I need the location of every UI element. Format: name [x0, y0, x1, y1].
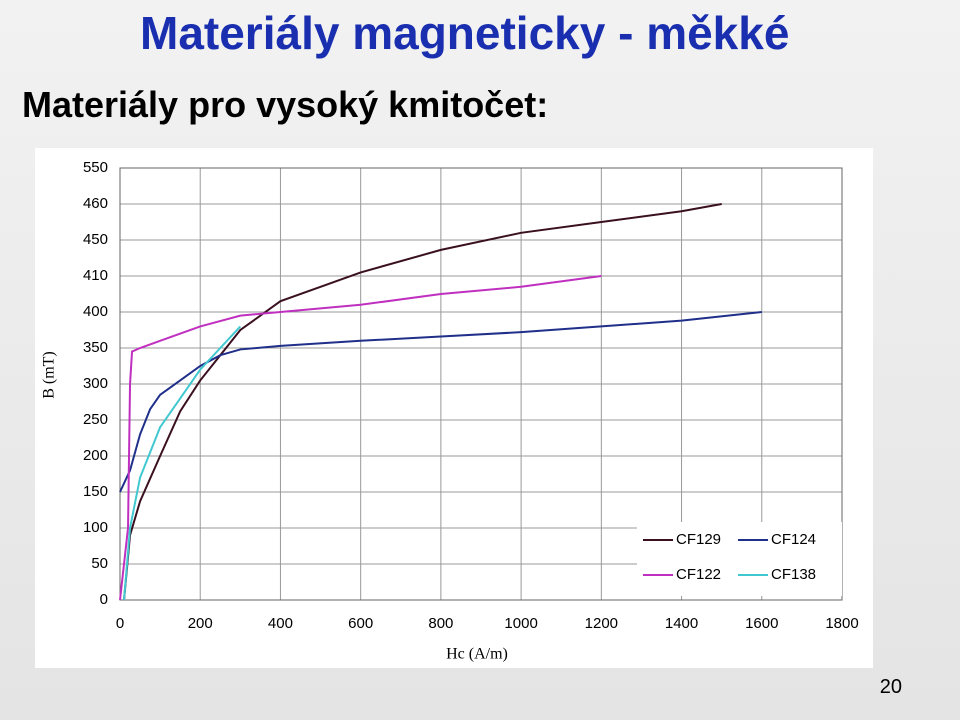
y-tick-label: 410	[83, 267, 108, 284]
x-tick-label: 1200	[585, 615, 618, 632]
y-tick-label: 300	[83, 375, 108, 392]
series-line	[119, 275, 602, 601]
x-tick-label: 1400	[665, 615, 698, 632]
x-tick-label: 1800	[825, 615, 858, 632]
x-tick-label: 600	[348, 615, 373, 632]
y-tick-label: 100	[83, 519, 108, 536]
legend-label: CF138	[771, 566, 816, 583]
legend-label: CF129	[676, 531, 721, 548]
x-tick-label: 800	[428, 615, 453, 632]
x-axis-label: Hc (A/m)	[446, 646, 508, 663]
y-tick-label: 400	[83, 303, 108, 320]
y-tick-label: 350	[83, 339, 108, 356]
plot-border	[119, 167, 843, 601]
legend-label: CF124	[771, 531, 816, 548]
y-tick-label: 550	[83, 159, 108, 176]
x-tick-label: 1600	[745, 615, 778, 632]
y-tick-label: 0	[100, 591, 108, 608]
y-tick-label: 450	[83, 231, 108, 248]
x-tick-label: 200	[188, 615, 213, 632]
slide-subtitle: Materiály pro vysoký kmitočet:	[22, 84, 549, 125]
y-tick-label: 460	[83, 195, 108, 212]
x-tick-label: 1000	[504, 615, 537, 632]
y-tick-label: 200	[83, 447, 108, 464]
y-axis-label: B (mT)	[41, 351, 58, 399]
slide-title: Materiály magneticky - měkké	[140, 7, 790, 59]
page-number: 20	[879, 676, 902, 698]
y-tick-label: 250	[83, 411, 108, 428]
series-line	[123, 325, 242, 601]
series-line	[123, 203, 722, 601]
y-tick-label: 150	[83, 483, 108, 500]
y-tick-label: 50	[91, 555, 108, 572]
legend-box	[637, 522, 842, 596]
legend-label: CF122	[676, 566, 721, 583]
x-tick-label: 0	[116, 615, 124, 632]
x-tick-label: 400	[268, 615, 293, 632]
series-line	[119, 311, 762, 493]
